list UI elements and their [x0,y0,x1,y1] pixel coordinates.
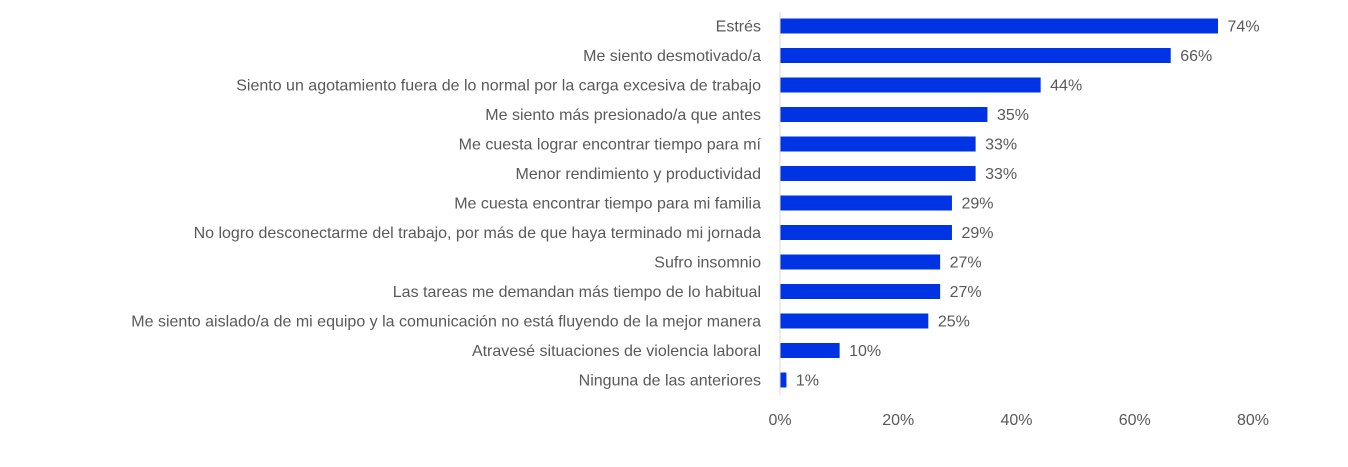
data-label: 25% [938,314,970,331]
category-label: Me cuesta encontrar tiempo para mi famil… [454,196,761,213]
bar [780,107,988,122]
data-label: 29% [961,225,993,242]
x-tick-label: 60% [1119,412,1151,429]
bar [780,166,976,181]
bar [780,372,787,388]
data-label: 33% [985,137,1017,154]
category-label: No logro desconectarme del trabajo, por … [194,225,762,242]
bar [780,225,952,240]
category-label: Me cuesta lograr encontrar tiempo para m… [459,137,762,154]
data-label: 27% [950,255,982,272]
category-label: Ninguna de las anteriores [579,373,761,390]
data-label: 35% [997,107,1029,124]
category-label: Me siento más presionado/a que antes [485,107,761,124]
x-tick-label: 0% [768,412,791,429]
bar [780,313,929,329]
bar [780,284,941,299]
category-label: Me siento aislado/a de mi equipo y la co… [131,314,761,331]
category-label: Estrés [716,19,761,36]
data-label: 44% [1050,78,1082,95]
bar [780,77,1041,93]
bar [780,343,840,358]
category-label: Menor rendimiento y productividad [516,166,761,183]
bar [780,48,1171,63]
bar [780,18,1219,34]
x-tick-label: 40% [1000,412,1032,429]
data-label: 74% [1228,19,1260,36]
data-label: 27% [950,284,982,301]
data-label: 29% [961,196,993,213]
data-label: 66% [1180,48,1212,65]
x-tick-label: 80% [1237,412,1269,429]
data-label: 33% [985,166,1017,183]
bar [780,136,976,152]
category-label: Las tareas me demandan más tiempo de lo … [393,284,761,301]
category-label: Sufro insomnio [654,255,761,272]
bar [780,195,952,211]
x-tick-label: 20% [882,412,914,429]
category-label: Siento un agotamiento fuera de lo normal… [236,78,761,95]
category-label: Atravesé situaciones de violencia labora… [472,343,761,360]
category-label: Me siento desmotivado/a [583,48,761,65]
data-label: 1% [796,373,819,390]
data-label: 10% [849,343,881,360]
bar [780,254,941,270]
